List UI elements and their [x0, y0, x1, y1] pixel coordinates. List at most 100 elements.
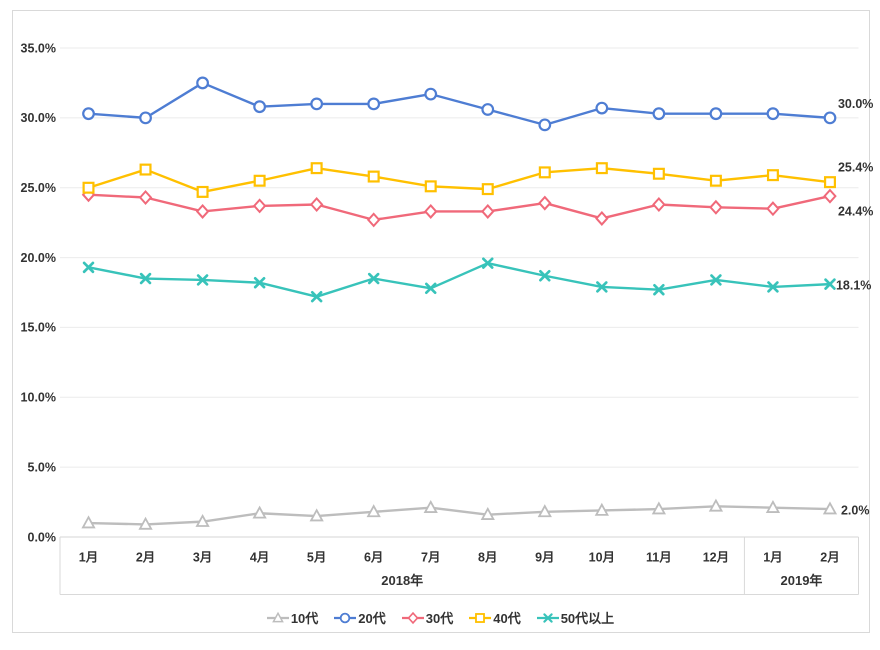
marker-10s: [537, 504, 552, 518]
circle-icon: [334, 612, 357, 624]
marker-20s: [538, 118, 552, 132]
x-stroke: [424, 282, 437, 295]
marker-30s: [309, 196, 324, 212]
marker-30s: [823, 188, 837, 204]
marker-20s: [310, 97, 324, 111]
marker-50s-plus: [367, 272, 380, 285]
month-label: 1月: [763, 551, 782, 565]
y-tick-label: 20.0%: [21, 251, 56, 265]
marker-10s: [138, 516, 153, 530]
marker-40s: [139, 163, 152, 176]
marker-50s-plus: [424, 282, 437, 295]
month-label: 9月: [535, 551, 554, 565]
x-stroke: [82, 261, 95, 274]
marker-10s: [252, 505, 267, 519]
marker-30s: [195, 203, 210, 219]
marker-10s: [309, 508, 324, 522]
end-label-10s: 2.0%: [841, 503, 870, 517]
year-label-2019: 2019年: [781, 573, 823, 588]
x-icon-glyph: [542, 613, 553, 623]
circle-icon-glyph: [340, 612, 351, 624]
legend-item-50s-plus: 50代以上: [536, 611, 614, 625]
x-stroke: [767, 281, 779, 293]
marker-50s-plus: [196, 274, 209, 286]
series-line-20s: [87, 81, 832, 127]
x-stroke: [367, 272, 380, 285]
y-tick-label: 25.0%: [21, 181, 56, 195]
series-line-40s: [87, 166, 832, 194]
marker-50s-plus: [767, 281, 779, 293]
marker-40s: [310, 162, 323, 175]
marker-40s: [595, 162, 608, 175]
marker-30s: [709, 199, 723, 215]
marker-40s: [424, 180, 437, 193]
square-icon: [469, 613, 492, 623]
marker-20s: [82, 107, 95, 121]
marker-50s-plus: [82, 261, 95, 274]
x-stroke: [310, 290, 323, 303]
diamond-icon: [401, 611, 424, 625]
marker-50s-plus: [139, 272, 152, 285]
x-stroke: [542, 613, 553, 623]
marker-30s: [423, 203, 438, 219]
x-stroke: [482, 257, 494, 269]
marker-10s: [594, 502, 609, 516]
marker-20s: [253, 100, 267, 114]
marker-40s: [367, 170, 380, 183]
marker-20s: [823, 111, 837, 125]
marker-40s: [196, 185, 209, 198]
marker-40s: [538, 166, 551, 179]
marker-20s: [424, 87, 438, 101]
y-tick-label: 0.0%: [28, 530, 57, 544]
month-label: 2月: [820, 551, 839, 565]
marker-40s: [652, 167, 665, 180]
marker-10s: [708, 498, 724, 512]
marker-40s: [823, 176, 836, 189]
month-label: 12月: [703, 551, 729, 565]
marker-50s-plus: [596, 281, 608, 293]
end-label-20s: 30.0%: [838, 97, 873, 111]
marker-10s: [81, 515, 96, 529]
month-label: 5月: [307, 551, 326, 565]
month-label: 8月: [478, 551, 497, 565]
marker-10s: [195, 513, 210, 527]
x-stroke: [710, 274, 722, 286]
marker-20s: [652, 107, 666, 121]
square-icon-glyph: [475, 613, 486, 623]
end-label-40s: 25.4%: [838, 160, 873, 174]
x-stroke: [653, 283, 665, 296]
marker-10s: [423, 499, 438, 513]
diamond-icon-glyph: [407, 611, 419, 625]
year-label-2018: 2018年: [381, 573, 423, 588]
x-stroke: [539, 269, 551, 282]
month-label: 4月: [250, 551, 269, 565]
marker-10s: [765, 499, 781, 513]
x-stroke: [253, 276, 266, 289]
y-tick-label: 30.0%: [21, 111, 56, 125]
month-label: 2月: [136, 551, 155, 565]
month-label: 3月: [193, 551, 212, 565]
marker-30s: [766, 201, 780, 217]
chart-frame: [12, 10, 870, 633]
y-tick-label: 10.0%: [21, 391, 56, 405]
x-stroke: [824, 278, 836, 290]
legend-label: 30代: [425, 610, 454, 626]
marker-50s-plus: [253, 276, 266, 289]
end-label-50s-plus: 18.1%: [836, 278, 871, 292]
marker-30s: [366, 212, 381, 228]
marker-50s-plus: [310, 290, 323, 303]
legend-label: 40代: [493, 610, 521, 626]
marker-50s-plus: [539, 269, 551, 282]
month-label: 6月: [364, 551, 383, 565]
marker-20s: [196, 76, 209, 90]
y-tick-label: 5.0%: [28, 460, 57, 474]
legend-item-40s: 40代: [468, 610, 521, 626]
legend-label: 10代: [290, 610, 319, 626]
marker-50s-plus: [653, 283, 665, 296]
marker-40s: [253, 174, 266, 187]
y-tick-label: 15.0%: [21, 321, 56, 335]
marker-20s: [595, 101, 609, 115]
marker-40s: [82, 181, 95, 194]
marker-20s: [139, 111, 152, 125]
